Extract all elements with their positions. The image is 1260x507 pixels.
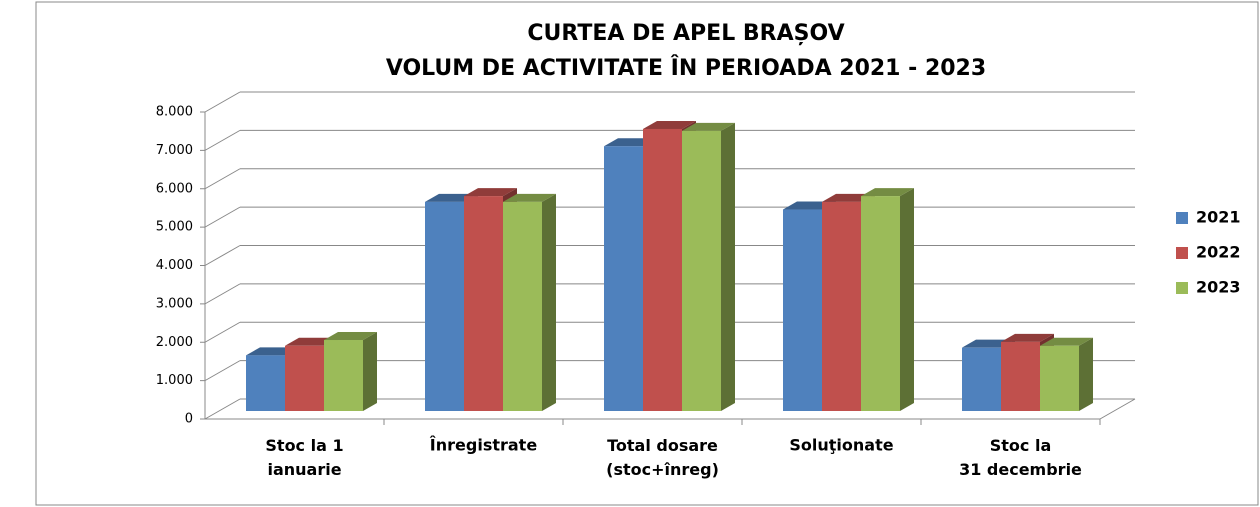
- bar-front: [503, 201, 542, 411]
- grid-line: [204, 360, 241, 382]
- grid-line: [204, 245, 241, 266]
- y-tick-label: 3.000: [156, 296, 193, 311]
- bar-front: [1040, 345, 1079, 411]
- bar-top: [324, 332, 377, 341]
- legend-swatch: [1176, 212, 1188, 224]
- x-tick-label: Stoc la 31 decembrie: [959, 436, 1082, 479]
- bar-front: [861, 196, 900, 411]
- bar: [682, 122, 735, 412]
- grid-line: [204, 283, 241, 305]
- bar-front: [822, 201, 861, 411]
- bar-side: [1079, 337, 1093, 411]
- floor-edge: [1099, 398, 1136, 420]
- x-tick-label: Soluţionate: [789, 436, 893, 455]
- y-tick-label: 5.000: [156, 220, 193, 235]
- legend-swatch: [1176, 247, 1188, 259]
- grid-line: [204, 321, 241, 343]
- bar-side: [900, 188, 914, 411]
- x-tick-label: Înregistrate: [430, 436, 538, 455]
- bar-front: [783, 209, 822, 411]
- bar: [1040, 337, 1093, 411]
- legend-swatch: [1176, 282, 1188, 294]
- y-tick-label: 6.000: [156, 181, 193, 196]
- chart-subtitle: VOLUM DE ACTIVITATE ÎN PERIOADA 2021 - 2…: [386, 55, 986, 81]
- bar-top: [643, 120, 696, 129]
- y-tick-label: 4.000: [156, 258, 193, 273]
- y-tick-label: 0: [185, 412, 193, 427]
- bar-front: [324, 340, 363, 411]
- bar-side: [363, 332, 377, 411]
- legend-label: 2022: [1196, 243, 1241, 262]
- y-tick-label: 1.000: [156, 373, 193, 388]
- grid-line: [204, 129, 241, 151]
- bar-front: [604, 146, 643, 411]
- bar-side: [721, 122, 735, 412]
- bar-front: [464, 196, 503, 411]
- grid-line: [204, 91, 241, 113]
- bar: [503, 193, 556, 411]
- x-tick-label: Stoc la 1 ianuarie: [265, 436, 343, 479]
- bar-front: [285, 345, 324, 411]
- y-tick-label: 7.000: [156, 143, 193, 158]
- x-tick-label: Total dosare (stoc+înreg): [606, 436, 719, 479]
- bar-top: [861, 188, 914, 197]
- bar-front: [682, 130, 721, 412]
- y-tick-label: 8.000: [156, 105, 193, 120]
- bar-front: [643, 128, 682, 411]
- grid-line: [204, 168, 241, 190]
- grid-line: [204, 398, 241, 420]
- chart-title: CURTEA DE APEL BRAȘOV: [527, 21, 844, 46]
- bar-top: [503, 193, 556, 202]
- bar-front: [962, 347, 1001, 411]
- bar: [324, 332, 377, 411]
- bar-top: [1040, 337, 1093, 346]
- legend-label: 2021: [1196, 208, 1241, 227]
- y-tick-label: 2.000: [156, 335, 193, 350]
- bar-top: [464, 188, 517, 197]
- bar-front: [246, 355, 285, 411]
- grid-line: [204, 206, 241, 228]
- bar-front: [1001, 341, 1040, 411]
- legend-label: 2023: [1196, 278, 1241, 297]
- bar-front: [425, 201, 464, 411]
- bar-top: [1001, 333, 1054, 342]
- bar-side: [542, 193, 556, 411]
- bar: [861, 188, 914, 411]
- bar-top: [682, 122, 735, 131]
